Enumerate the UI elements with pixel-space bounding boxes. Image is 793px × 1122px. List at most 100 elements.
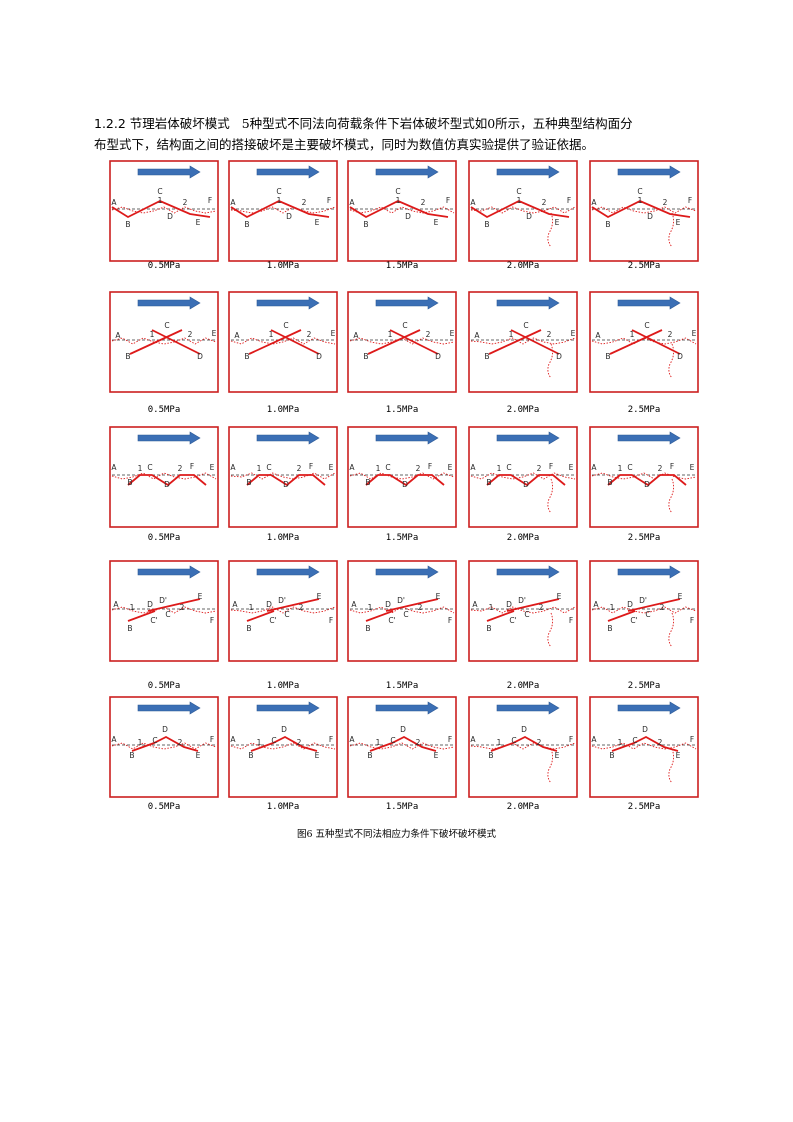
shear-arrow-icon: [617, 431, 681, 445]
joint-segment: [111, 200, 211, 219]
joint-label: A: [595, 331, 601, 340]
joint-segment: [349, 200, 449, 219]
joint-label: E: [315, 218, 320, 227]
specimen-panel: A B 1C 2 D E: [468, 291, 578, 393]
pressure-label: 0.5MPa: [148, 681, 181, 691]
paragraph-line-1: 5种型式不同法向荷载条件下岩体破坏型式如0所示，五种典型结构面分: [241, 116, 633, 131]
joint-label: D: [283, 480, 289, 489]
joint-label: A: [234, 331, 240, 340]
shear-arrow-icon: [256, 701, 320, 715]
shear-arrow-icon: [617, 165, 681, 179]
specimen-frame: [468, 560, 578, 662]
specimen-frame: [347, 291, 457, 393]
joint-label: 2: [416, 464, 421, 473]
joint-label: E: [676, 218, 681, 227]
joint-label: E: [196, 218, 201, 227]
shear-arrow-icon: [375, 165, 439, 179]
joint-label: B: [609, 751, 614, 760]
specimen-frame: [347, 426, 457, 528]
joint-label: E: [315, 751, 320, 760]
shear-arrow-icon: [496, 431, 560, 445]
joint-label: 2: [307, 330, 312, 339]
joint-label: 2: [421, 198, 426, 207]
joint-label: E: [692, 329, 697, 338]
joint-segment: [486, 474, 566, 487]
joint-label: C: [157, 187, 162, 196]
joint-label: C: [645, 610, 650, 619]
joint-label: E: [434, 751, 439, 760]
joint-label: 2: [178, 738, 183, 747]
joint-label: C: [632, 736, 637, 745]
joint-label: C': [509, 616, 516, 625]
joint-label: F: [190, 462, 194, 471]
joint-label: 2: [542, 198, 547, 207]
joint-label: D: [147, 600, 153, 609]
crack-branch: [547, 212, 554, 248]
pressure-label: 1.5MPa: [386, 261, 419, 271]
joint-label: 1: [257, 464, 262, 473]
joint-label: 1: [277, 196, 282, 205]
joint-label: 2: [658, 464, 663, 473]
joint-label: D: [286, 212, 292, 221]
section-number: 1.2.2: [94, 116, 126, 131]
joint-label: B: [125, 352, 130, 361]
specimen-frame: [589, 426, 699, 528]
pressure-label: 2.0MPa: [507, 261, 540, 271]
pressure-label: 2.0MPa: [507, 681, 540, 691]
joint-segment: [369, 735, 437, 752]
joint-label: D: [167, 212, 173, 221]
joint-label: A: [230, 735, 236, 744]
specimen-panel: A B 1C 2 D E: [228, 291, 338, 393]
joint-segment: [611, 735, 679, 752]
joint-label: 2: [418, 603, 423, 612]
shear-arrow-icon: [496, 701, 560, 715]
joint-segment: [248, 329, 302, 355]
joint-label: B: [486, 478, 491, 487]
joint-label: E: [678, 592, 683, 601]
specimen-panel: A B 1C D 2 E F: [228, 160, 338, 262]
joint-segment: [129, 329, 183, 355]
pressure-label: 0.5MPa: [148, 261, 181, 271]
joint-label: C: [637, 187, 642, 196]
joint-label: F: [569, 616, 573, 625]
specimen-frame: [109, 426, 219, 528]
joint-label: A: [591, 735, 597, 744]
specimen-panel: A B 1C D 2 E F: [109, 160, 219, 262]
joint-label: 1: [618, 738, 623, 747]
pressure-label: 2.5MPa: [628, 802, 661, 812]
joint-label: 2: [180, 603, 185, 612]
joint-label: C: [403, 610, 408, 619]
crack-branch: [547, 612, 554, 648]
joint-label: 1: [630, 330, 635, 339]
specimen-panel: A B1 C D2 F E: [468, 426, 578, 528]
specimen-panel: A B1 C D2 F E: [589, 426, 699, 528]
joint-segment: [591, 200, 691, 219]
shear-arrow-icon: [617, 701, 681, 715]
joint-label: E: [690, 463, 695, 472]
pressure-label: 1.0MPa: [267, 681, 300, 691]
joint-segment: [266, 598, 320, 612]
joint-label: F: [448, 616, 452, 625]
joint-segment: [385, 598, 439, 612]
joint-label: C: [506, 463, 511, 472]
joint-label: 1: [638, 196, 643, 205]
joint-segment: [365, 474, 445, 487]
joint-label: A: [472, 600, 478, 609]
joint-segment: [470, 200, 570, 219]
joint-segment: [607, 610, 636, 622]
joint-segment: [490, 735, 558, 752]
section-title: 节理岩体破坏模式: [129, 116, 230, 131]
joint-label: A: [113, 600, 119, 609]
joint-segment: [389, 329, 439, 355]
joint-label: C: [164, 321, 169, 330]
shear-arrow-icon: [375, 565, 439, 579]
pressure-label: 2.0MPa: [507, 802, 540, 812]
crack-branch: [547, 478, 554, 514]
joint-label: E: [210, 463, 215, 472]
joint-label: F: [690, 616, 694, 625]
joint-label: D: [556, 352, 562, 361]
joint-label: B: [244, 220, 249, 229]
crack-trace: [230, 337, 336, 345]
joint-label: D: [405, 212, 411, 221]
